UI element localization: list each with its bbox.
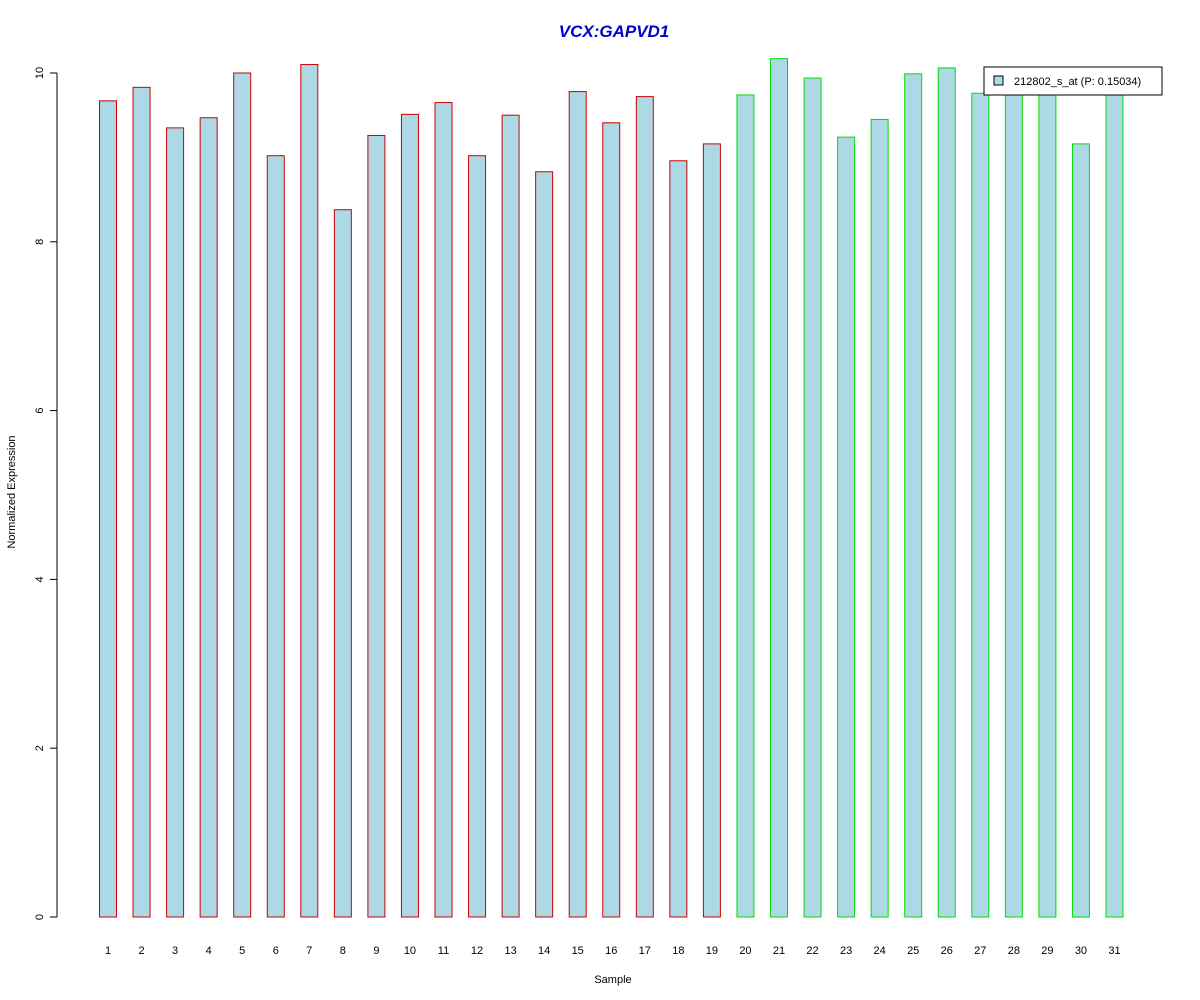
x-tick-label: 22 [806,945,818,957]
bar-sample-2 [132,86,151,918]
bar-sample-28 [1004,92,1023,918]
legend: 212802_s_at (P: 0.15034) [983,66,1163,96]
bar-sample-8 [333,209,352,918]
bar-sample-13 [501,114,520,918]
bar-sample-3 [166,127,185,918]
bar-sample-14 [535,171,554,918]
bar-sample-15 [568,91,587,918]
x-tick-label: 29 [1041,945,1053,957]
x-tick-label: 5 [239,945,245,957]
y-tick-label: 6 [34,408,46,414]
x-tick-label: 17 [639,945,651,957]
x-tick-label: 11 [438,945,449,957]
chart-title: VCX:GAPVD1 [559,22,670,41]
x-axis-title: Sample [594,974,631,986]
x-tick-label: 9 [373,945,379,957]
x-tick-label: 8 [340,945,346,957]
y-tick-label: 4 [34,576,46,582]
bar-sample-30 [1071,143,1090,918]
x-tick-label: 13 [504,945,516,957]
bar-sample-27 [971,92,990,918]
x-tick-label: 16 [605,945,617,957]
bar-sample-21 [770,58,788,918]
bar-sample-26 [937,67,956,918]
x-tick-label: 28 [1008,945,1020,957]
x-tick-label: 21 [773,945,785,957]
x-tick-label: 1 [105,945,111,957]
x-tick-label: 6 [273,945,279,957]
x-tick-label: 31 [1108,945,1120,957]
legend-box [983,66,1163,96]
x-tick-label: 14 [538,945,550,957]
x-tick-label: 20 [739,945,751,957]
x-tick-label: 3 [172,945,178,957]
y-tick-label: 2 [34,745,46,751]
bar-sample-18 [669,160,688,918]
y-tick-label: 8 [34,239,46,245]
legend-label: 212802_s_at (P: 0.15034) [1014,76,1141,88]
bar-sample-1 [99,100,117,918]
bar-sample-7 [300,64,319,918]
bar-sample-20 [736,94,755,918]
bar-sample-12 [468,155,487,918]
bar-sample-5 [233,72,252,918]
x-tick-label: 26 [941,945,953,957]
x-tick-label: 19 [706,945,718,957]
y-axis: 0 2 4 6 8 10 [34,67,58,920]
x-tick-label: 10 [404,945,416,957]
bar-sample-31 [1105,92,1124,918]
x-tick-label: 7 [306,945,312,957]
bar-sample-9 [367,134,386,918]
x-tick-label: 23 [840,945,852,957]
x-tick-label: 4 [206,945,212,957]
bar-sample-10 [400,113,419,918]
y-tick-label: 0 [34,914,46,920]
bar-sample-4 [199,117,218,918]
x-tick-label: 27 [974,945,986,957]
bar-sample-16 [602,122,621,918]
bar-sample-6 [266,155,285,918]
x-tick-label: 24 [874,945,886,957]
bar-sample-19 [702,143,721,918]
x-axis: 1 2 3 4 5 6 7 8 9 10 11 12 13 14 15 16 17 18 19 20 21 22 23 24 2… [105,945,1121,957]
bar-sample-22 [803,77,822,918]
x-tick-label: 15 [572,945,584,957]
bars-group [99,58,1124,918]
bar-sample-11 [434,102,453,918]
y-axis-title: Normalized Expression [6,435,18,548]
legend-swatch [993,75,1004,86]
y-tick-label: 10 [34,67,46,79]
x-tick-label: 25 [907,945,919,957]
x-tick-label: 12 [471,945,483,957]
bar-sample-23 [837,136,856,918]
x-tick-label: 30 [1075,945,1087,957]
bar-sample-24 [870,118,889,918]
bar-sample-17 [635,96,654,918]
x-tick-label: 18 [672,945,684,957]
bar-sample-29 [1038,92,1057,918]
x-tick-label: 2 [138,945,144,957]
bar-sample-25 [904,73,923,918]
